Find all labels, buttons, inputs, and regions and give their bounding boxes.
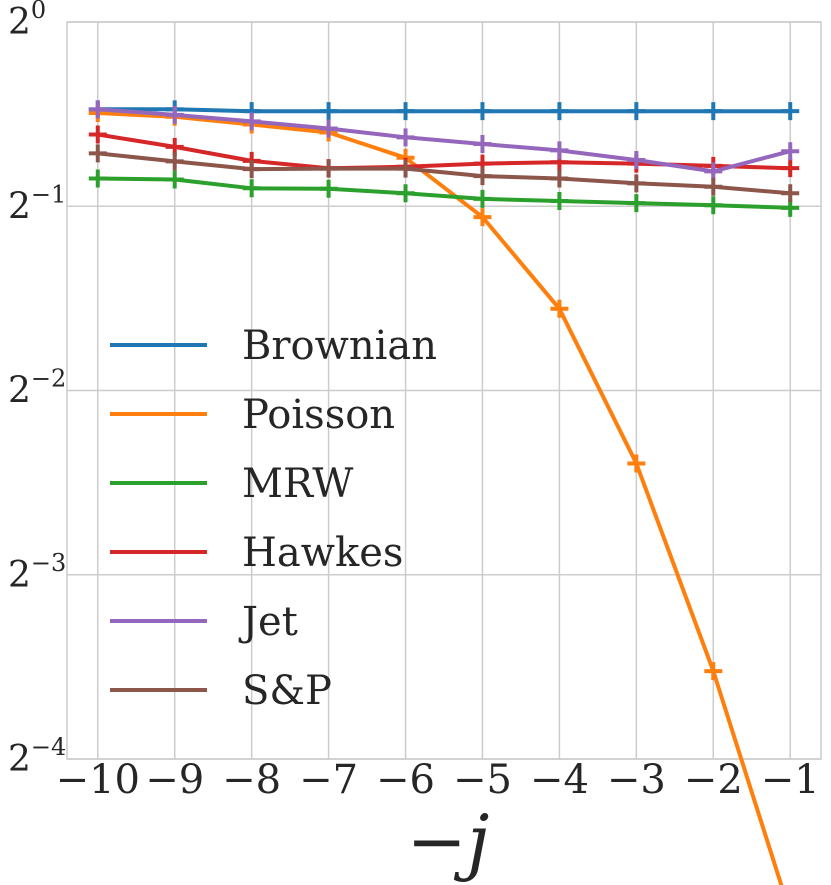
legend-item: Jet [110,599,298,645]
x-tick-label: −4 [530,757,589,803]
data-point-marker [319,159,338,178]
data-point-marker [704,196,723,215]
x-tick-label: −10 [56,757,140,803]
y-tick-base: 2 [8,186,31,227]
legend-label: Poisson [242,392,395,438]
data-point-marker [781,184,800,203]
data-point-marker [704,662,723,681]
series-s-p [88,144,800,203]
data-point-marker [627,194,646,213]
data-point-marker [781,159,800,178]
legend-item: MRW [110,461,353,507]
data-point-marker [396,102,415,121]
series-lines [88,100,800,885]
y-tick-label: 2−1 [8,180,66,227]
x-tick-label: −8 [222,757,281,803]
data-point-marker [473,167,492,186]
x-tick-label: −9 [145,757,204,803]
data-point-marker [704,102,723,121]
data-point-marker [88,144,107,163]
y-tick-exponent: −3 [31,549,66,577]
legend-item: Brownian [110,323,437,369]
legend-label: Hawkes [242,530,403,576]
data-point-marker [319,102,338,121]
data-point-marker [473,134,492,153]
legend-item: Poisson [110,392,395,438]
y-tick-exponent: 0 [31,0,46,24]
series-jet [88,100,800,181]
x-tick-label: −2 [684,757,743,803]
data-point-marker [627,454,646,473]
series-line [97,111,784,885]
y-tick-base: 2 [8,371,31,412]
data-point-marker [781,142,800,161]
data-point-marker [550,191,569,210]
x-tick-labels: −10 −9 −8 −7 −6 −5 −4 −3 −2 −1 [56,757,820,803]
data-point-marker [242,179,261,198]
series-line [97,107,791,174]
data-point-marker [396,159,415,178]
x-axis-title: −j [407,799,490,883]
data-point-marker [473,208,492,227]
data-point-marker [319,119,338,138]
data-point-marker [165,105,184,124]
x-tick-label: −3 [607,757,666,803]
legend-label: Brownian [242,323,437,369]
data-point-marker [242,112,261,131]
data-point-marker [781,102,800,121]
data-point-marker [627,151,646,170]
y-tick-label: 2−4 [8,733,66,780]
x-tick-label: −5 [453,757,512,803]
x-tick-label: −6 [376,757,435,803]
legend-label: S&P [242,668,332,714]
y-tick-label: 2−2 [8,365,66,412]
y-tick-base: 2 [8,2,31,43]
data-point-marker [319,179,338,198]
data-point-marker [550,169,569,188]
data-point-marker [165,170,184,189]
y-tick-labels: 202−12−22−32−4 [8,0,66,780]
data-point-marker [704,162,723,181]
x-tick-label: −7 [299,757,358,803]
data-point-marker [242,160,261,179]
series-line [97,176,791,210]
data-point-marker [88,125,107,144]
x-tick-label: −1 [761,757,820,803]
data-point-marker [396,128,415,147]
data-point-marker [473,189,492,208]
legend-label: Jet [238,599,298,645]
y-tick-base: 2 [8,739,31,780]
data-point-marker [88,100,107,119]
data-point-marker [550,102,569,121]
y-tick-exponent: −2 [31,365,66,393]
legend: Brownian Poisson MRW Hawkes Jet S&P [110,323,437,714]
y-tick-base: 2 [8,555,31,596]
y-tick-label: 20 [8,0,46,43]
series-line [97,107,791,114]
data-point-marker [627,174,646,193]
data-point-marker [88,169,107,188]
data-point-marker [550,299,569,318]
y-tick-exponent: −1 [31,180,66,208]
data-point-marker [165,152,184,171]
series-line [97,151,791,196]
legend-label: MRW [242,461,353,507]
data-point-marker [473,102,492,121]
data-point-marker [627,102,646,121]
legend-item: S&P [110,668,332,714]
y-tick-label: 2−3 [8,549,66,596]
data-point-marker [704,177,723,196]
legend-item: Hawkes [110,530,403,576]
data-point-marker [550,141,569,160]
data-point-marker [396,184,415,203]
y-tick-exponent: −4 [31,733,66,761]
